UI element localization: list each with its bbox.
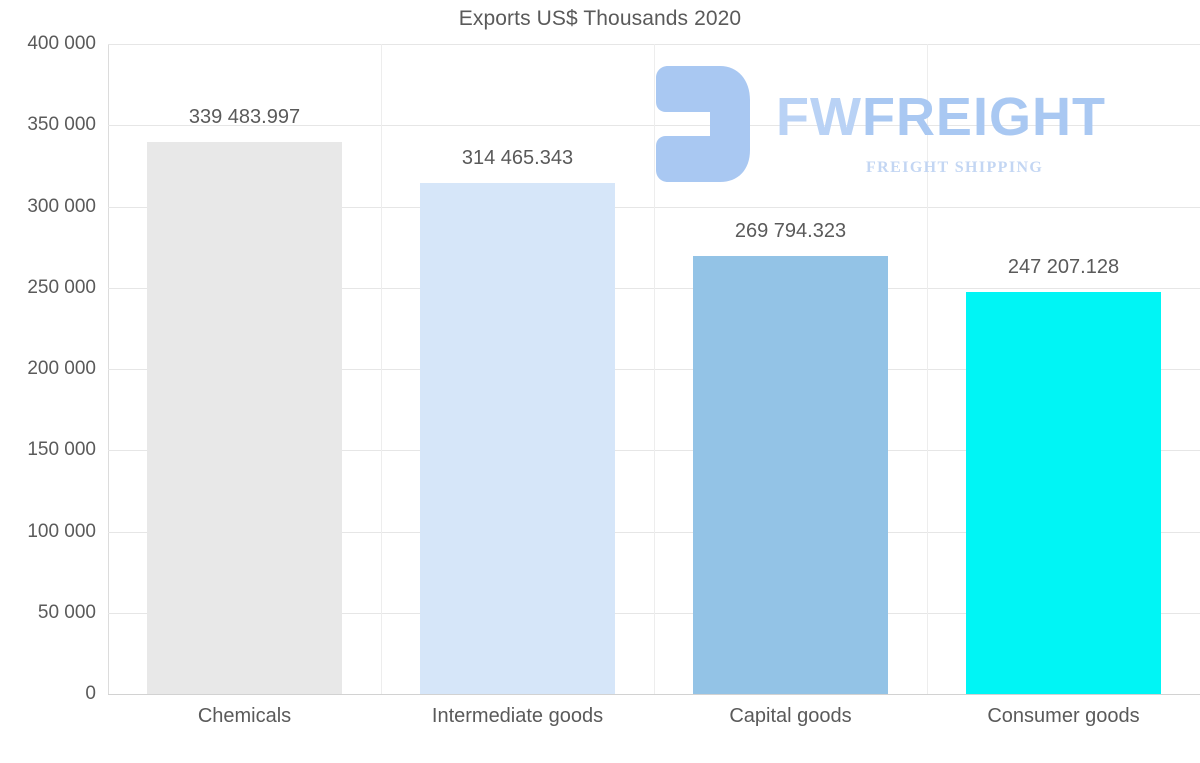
- x-axis-category-label: Intermediate goods: [431, 705, 604, 727]
- bar[interactable]: [419, 183, 616, 694]
- y-axis-tick-label: 350 000: [27, 114, 96, 136]
- bar[interactable]: [965, 292, 1162, 694]
- bar-value-label: 247 207.128: [1007, 256, 1120, 279]
- y-axis-tick-label: 200 000: [27, 358, 96, 379]
- y-axis-tick-label: 100 000: [27, 520, 96, 542]
- y-axis-tick-label: 150 000: [27, 439, 96, 461]
- gridline-vertical: [927, 44, 928, 694]
- x-axis-category-label: Chemicals: [197, 705, 292, 727]
- bar-value-label: 339 483.997: [188, 106, 301, 129]
- x-axis-category-label: Capital goods: [729, 705, 852, 727]
- y-axis-tick-label: 400 000: [27, 33, 96, 54]
- gridline-vertical: [381, 44, 382, 694]
- chart-title: Exports US$ Thousands 2020: [458, 7, 742, 30]
- gridline-vertical: [654, 44, 655, 694]
- bar-value-label: 314 465.343: [461, 146, 574, 169]
- gridline-horizontal: [108, 694, 1200, 695]
- y-axis-tick-label: 50 000: [37, 601, 96, 623]
- plot-area: [108, 44, 1200, 695]
- x-axis-category-label: Consumer goods: [987, 705, 1140, 727]
- y-axis-tick-label: 0: [85, 683, 96, 704]
- bar[interactable]: [146, 142, 343, 694]
- bar-value-label: 269 794.323: [734, 219, 847, 242]
- y-axis-tick-label: 300 000: [27, 195, 96, 217]
- y-axis-tick-label: 250 000: [27, 276, 96, 298]
- bar[interactable]: [692, 255, 889, 694]
